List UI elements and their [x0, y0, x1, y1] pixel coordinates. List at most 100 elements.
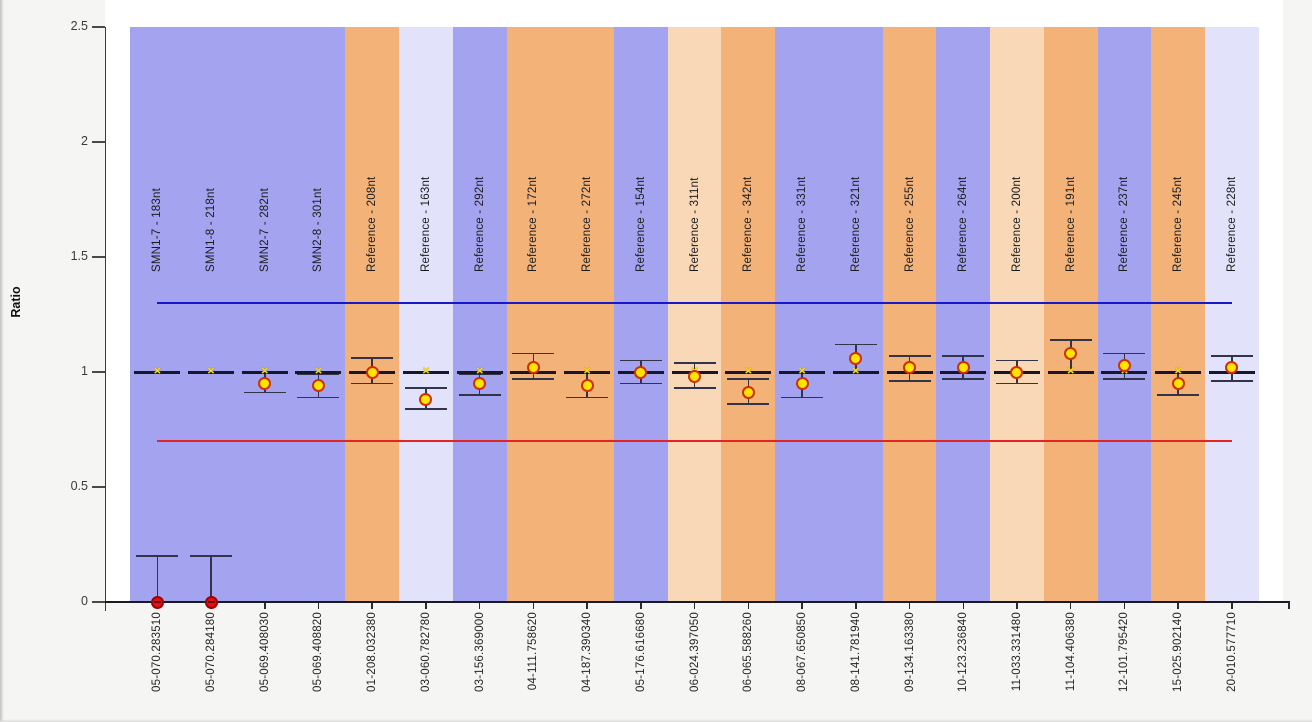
probe-band-label: Reference - 311nt — [688, 177, 701, 272]
probe-ratio-point[interactable] — [365, 365, 379, 379]
probe-ratio-point[interactable] — [903, 360, 917, 374]
y-axis-tick-label: 2 — [81, 134, 88, 148]
reference-dash — [725, 370, 772, 374]
error-bar-cap-bottom — [243, 391, 286, 394]
probe-axis-label: 08-141.781940 — [849, 612, 862, 692]
probe-axis-label: 11-033.331480 — [1010, 612, 1023, 692]
probe-band — [1097, 27, 1152, 602]
x-axis-tick — [747, 602, 750, 609]
probe-ratio-point[interactable] — [956, 360, 970, 374]
probe-band — [775, 27, 829, 602]
probe-band-label: Reference - 237nt — [1118, 176, 1131, 272]
probe-axis-label: 05-176.616680 — [634, 612, 647, 692]
probe-ratio-point[interactable] — [473, 377, 487, 390]
probe-band — [1151, 27, 1206, 602]
probe-ratio-point[interactable] — [258, 377, 272, 390]
probe-ratio-point[interactable] — [526, 360, 540, 374]
probe-axis-label: 20-010.577710 — [1225, 612, 1238, 692]
reference-x-icon: ✕ — [207, 365, 215, 377]
y-axis-title: Ratio — [9, 286, 23, 318]
probe-band-label: Reference - 342nt — [742, 176, 755, 272]
deleted-probe-cross — [153, 601, 161, 603]
error-bar-cap-bottom — [673, 387, 716, 389]
probe-axis-label: 05-070.283510 — [151, 612, 164, 692]
error-bar-cap-bottom — [1210, 380, 1253, 382]
reference-x-icon: ✕ — [798, 365, 807, 377]
x-axis-tick — [962, 602, 964, 609]
x-axis-tick — [532, 602, 535, 609]
probe-axis-label: 10-123.236840 — [957, 612, 970, 692]
error-bar-cap-bottom — [888, 380, 931, 382]
probe-axis-label: 05-069.408820 — [312, 612, 325, 692]
probe-ratio-point[interactable] — [688, 370, 702, 384]
error-bar-cap-top — [1049, 339, 1092, 341]
probe-ratio-point[interactable] — [849, 351, 863, 365]
x-axis-tick — [640, 602, 642, 609]
probe-ratio-point[interactable] — [1010, 365, 1024, 379]
probe-band — [828, 27, 883, 602]
probe-band-label: Reference - 292nt — [473, 176, 486, 272]
y-axis-tick-label: 2.5 — [70, 19, 88, 33]
reference-x-icon: ✕ — [1066, 365, 1075, 377]
y-axis-tick-label: 0.5 — [70, 479, 88, 493]
error-bar-cap-top — [458, 373, 501, 376]
error-bar-cap-top — [190, 555, 233, 557]
x-axis-tick — [586, 602, 588, 609]
probe-axis-label: 06-065.588260 — [742, 612, 755, 692]
error-bar-cap-top — [673, 362, 716, 364]
x-axis-tick — [425, 602, 427, 609]
probe-ratio-point[interactable] — [419, 393, 433, 407]
probe-ratio-point[interactable] — [634, 365, 648, 379]
reference-x-icon: ✕ — [851, 365, 860, 377]
x-axis-tick — [1016, 602, 1018, 609]
error-bar-cap-bottom — [781, 396, 824, 399]
deleted-probe-cross — [207, 601, 215, 603]
reference-dash — [134, 370, 181, 374]
reference-dash — [1047, 370, 1094, 374]
y-axis-tick — [92, 601, 105, 603]
probe-ratio-point[interactable] — [741, 386, 755, 400]
probe-band — [506, 27, 561, 602]
probe-ratio-point[interactable] — [311, 379, 325, 393]
reference-x-icon: ✕ — [314, 365, 323, 377]
probe-band-label: Reference - 200nt — [1010, 176, 1023, 272]
probe-band — [1205, 27, 1259, 602]
probe-ratio-point[interactable] — [580, 379, 594, 393]
probe-ratio-point[interactable] — [1064, 347, 1078, 361]
x-axis-tick — [908, 602, 911, 609]
error-bar-cap-top — [1103, 352, 1146, 355]
error-bar-cap-top — [995, 359, 1038, 362]
x-axis-tick — [1069, 602, 1072, 609]
probe-band-label: Reference - 245nt — [1172, 176, 1185, 272]
probe-ratio-point[interactable] — [1171, 377, 1185, 390]
reference-dash — [295, 370, 342, 374]
probe-band — [399, 27, 453, 602]
error-bar-cap-bottom — [1157, 394, 1200, 396]
probe-band-label: Reference - 191nt — [1064, 176, 1077, 272]
error-bar-cap-bottom — [458, 394, 501, 396]
reference-dash — [832, 370, 879, 374]
probe-axis-label: 04-187.390340 — [581, 612, 594, 692]
probe-ratio-point[interactable] — [1225, 360, 1239, 374]
probe-band — [614, 27, 668, 602]
error-bar-cap-top — [136, 555, 179, 557]
x-axis-tick — [855, 602, 857, 609]
reference-dash — [1101, 370, 1148, 374]
probe-ratio-point[interactable] — [795, 377, 809, 390]
probe-band-label: Reference - 272nt — [581, 176, 594, 272]
probe-band — [1043, 27, 1098, 602]
error-bar-cap-top — [942, 355, 985, 357]
window-edge-bottom — [0, 719, 1312, 722]
y-axis-tick-label: 1.5 — [70, 249, 88, 263]
probe-axis-label: 08-067.650850 — [796, 612, 809, 692]
probe-ratio-point[interactable] — [1117, 358, 1131, 372]
error-bar-cap-top — [404, 387, 447, 389]
reference-dash — [402, 370, 449, 374]
probe-band-label: SMN2-8 - 301nt — [312, 188, 325, 272]
error-bar-line — [156, 556, 159, 602]
probe-band — [345, 27, 400, 602]
error-bar-cap-bottom — [297, 396, 340, 399]
y-axis-tick — [92, 26, 105, 28]
probe-band-label: Reference - 331nt — [796, 176, 809, 272]
